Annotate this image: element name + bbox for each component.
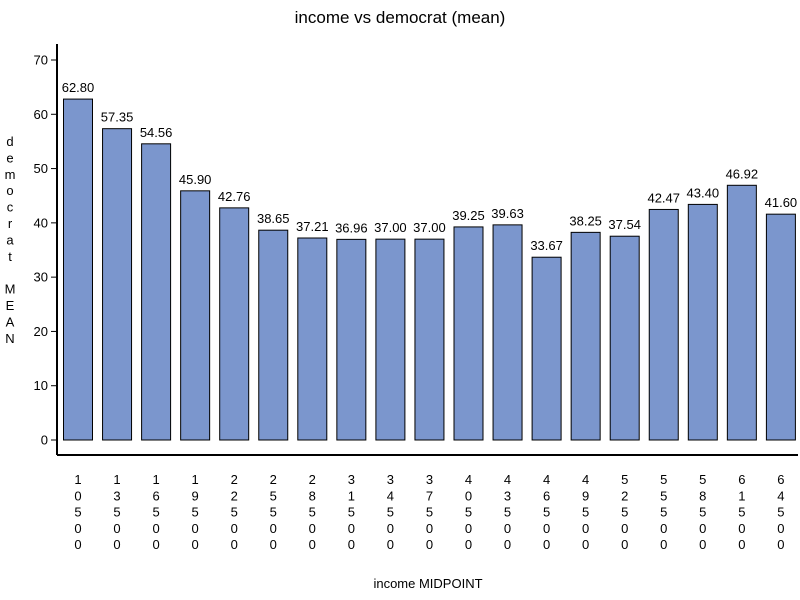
- bar: [258, 229, 289, 441]
- bar: [336, 238, 367, 441]
- data-label: 39.25: [452, 208, 485, 223]
- bar: [141, 143, 172, 441]
- bar: [648, 208, 679, 441]
- data-label: 43.40: [687, 185, 720, 200]
- data-label: 41.60: [765, 195, 798, 210]
- bar: [63, 98, 93, 441]
- bar: [453, 226, 484, 441]
- y-tick-label: 60: [34, 107, 48, 122]
- y-tick-label: 0: [41, 433, 48, 448]
- bar: [726, 184, 757, 441]
- data-label: 37.21: [296, 219, 329, 234]
- data-label: 45.90: [179, 172, 212, 187]
- bar: [765, 213, 796, 441]
- plot-area: 0 10 20 30 40 50 60 70 62.80 1 0 5 0 0 57.35 1 3 5 0 0 54.56…: [34, 44, 798, 552]
- data-label: 39.63: [491, 206, 524, 221]
- data-label: 37.54: [608, 217, 641, 232]
- bar: [492, 224, 523, 441]
- data-label: 46.92: [726, 166, 759, 181]
- data-label: 42.76: [218, 189, 251, 204]
- y-tick-label: 10: [34, 378, 48, 393]
- y-tick-label: 70: [34, 53, 48, 68]
- bar: [414, 238, 445, 441]
- bar: [687, 203, 718, 441]
- bar: [219, 207, 250, 441]
- chart-title: income vs democrat (mean): [295, 8, 506, 27]
- bar: [570, 231, 601, 441]
- data-label: 42.47: [647, 190, 680, 205]
- y-tick-label: 30: [34, 270, 48, 285]
- bar: [609, 235, 640, 441]
- data-label: 38.65: [257, 211, 290, 226]
- data-label: 37.00: [374, 220, 407, 235]
- bar: [297, 237, 328, 441]
- y-tick-label: 20: [34, 324, 48, 339]
- data-label: 37.00: [413, 220, 446, 235]
- y-tick-label: 40: [34, 215, 48, 230]
- bar: [102, 128, 133, 441]
- bar: [375, 238, 406, 441]
- data-label: 54.56: [140, 125, 173, 140]
- x-axis-label: income MIDPOINT: [373, 576, 482, 591]
- data-label: 33.67: [530, 238, 563, 253]
- data-label: 36.96: [335, 220, 368, 235]
- data-label: 62.80: [62, 80, 95, 95]
- bar: [180, 190, 211, 441]
- y-tick-label: 50: [34, 161, 48, 176]
- data-label: 57.35: [101, 110, 134, 125]
- data-label: 38.25: [569, 213, 602, 228]
- bar: [531, 256, 562, 441]
